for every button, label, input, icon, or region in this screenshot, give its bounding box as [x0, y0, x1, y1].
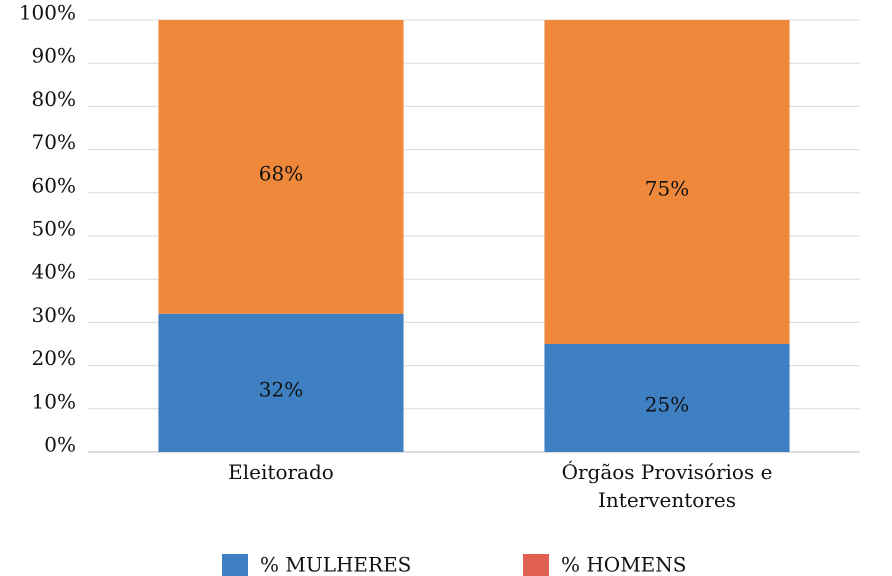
legend-label: % HOMENS [561, 553, 686, 576]
x-tick-label: Eleitorado [228, 460, 334, 484]
legend-marker [523, 554, 549, 576]
bar-segment [544, 344, 790, 452]
y-tick-label: 40% [32, 260, 76, 284]
bar-segment [158, 313, 404, 452]
y-tick-label: 80% [32, 87, 76, 111]
y-tick-label: 90% [32, 44, 76, 68]
data-label: 32% [259, 377, 303, 401]
y-tick-label: 70% [32, 130, 76, 154]
bar-segment [158, 20, 404, 314]
y-tick-label: 50% [32, 217, 76, 241]
bar-segment [544, 20, 790, 344]
y-tick-label: 10% [32, 389, 76, 413]
y-tick-label: 20% [32, 346, 76, 370]
data-label: 25% [645, 393, 689, 417]
y-tick-label: 30% [32, 303, 76, 327]
data-label: 68% [259, 161, 303, 185]
x-tick-label: Órgãos Provisórios e Interventores [561, 460, 773, 512]
data-label: 75% [645, 177, 689, 201]
y-tick-label: 60% [32, 173, 76, 197]
legend-label: % MULHERES [260, 553, 411, 576]
y-tick-label: 100% [19, 1, 76, 25]
y-tick-label: 0% [44, 433, 76, 457]
legend-marker [222, 554, 248, 576]
